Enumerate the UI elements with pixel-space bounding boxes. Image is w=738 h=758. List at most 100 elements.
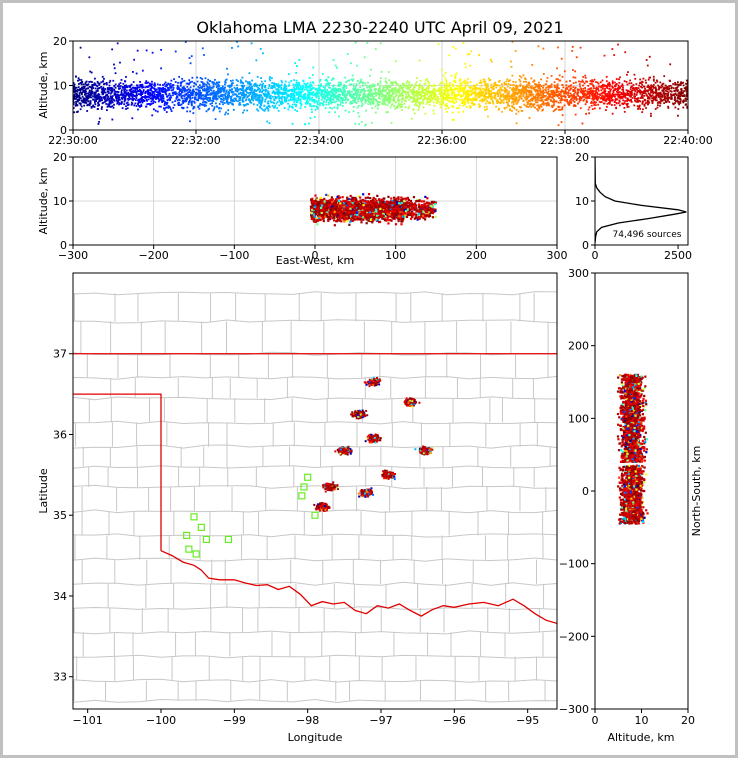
source-point bbox=[638, 104, 641, 107]
source-point bbox=[388, 79, 391, 82]
source-point bbox=[419, 98, 421, 100]
source-point bbox=[485, 96, 488, 98]
source-point bbox=[590, 100, 593, 103]
source-point bbox=[637, 97, 639, 100]
source-point bbox=[391, 93, 394, 96]
source-point bbox=[560, 95, 563, 98]
source-point bbox=[198, 87, 201, 89]
source-point bbox=[205, 96, 208, 98]
source-point bbox=[136, 86, 139, 89]
source-point bbox=[306, 97, 309, 100]
source-point bbox=[151, 83, 153, 86]
source-point bbox=[494, 93, 497, 96]
source-point bbox=[544, 98, 547, 101]
source-point bbox=[326, 89, 329, 91]
source-point bbox=[191, 93, 194, 96]
source-point bbox=[370, 98, 373, 101]
source-point bbox=[411, 100, 413, 103]
source-point bbox=[601, 98, 604, 101]
source-point bbox=[445, 108, 447, 110]
source-point bbox=[538, 85, 541, 88]
source-point bbox=[403, 102, 406, 105]
source-point bbox=[334, 88, 337, 91]
source-point bbox=[547, 97, 549, 100]
source-point bbox=[146, 96, 149, 98]
source-point bbox=[439, 103, 442, 106]
source-point bbox=[274, 96, 277, 99]
source-point bbox=[532, 103, 535, 106]
source-point bbox=[261, 84, 264, 86]
source-point bbox=[470, 99, 473, 101]
source-point bbox=[417, 88, 420, 91]
source-point bbox=[564, 87, 567, 90]
source-point bbox=[376, 101, 379, 103]
source-point bbox=[506, 94, 509, 97]
source-point bbox=[114, 83, 117, 86]
source-point bbox=[621, 88, 624, 91]
source-point bbox=[682, 81, 685, 84]
source-point bbox=[285, 85, 287, 88]
source-point bbox=[228, 85, 231, 88]
source-point bbox=[523, 103, 526, 106]
source-point bbox=[639, 81, 642, 84]
source-point bbox=[589, 82, 592, 85]
source-point bbox=[572, 99, 575, 102]
source-point bbox=[409, 89, 412, 92]
source-point bbox=[435, 101, 438, 104]
source-point bbox=[609, 90, 612, 92]
source-point bbox=[496, 84, 499, 87]
source-point bbox=[498, 89, 501, 91]
source-point bbox=[552, 104, 555, 107]
source-point bbox=[209, 88, 212, 91]
source-point bbox=[316, 106, 319, 109]
source-point bbox=[539, 88, 542, 91]
source-point bbox=[216, 93, 219, 95]
source-point bbox=[357, 111, 360, 114]
source-point bbox=[474, 94, 477, 97]
source-point bbox=[228, 92, 231, 95]
source-point bbox=[636, 88, 638, 91]
source-point bbox=[100, 86, 102, 88]
source-point bbox=[517, 91, 520, 94]
source-point bbox=[410, 90, 413, 93]
source-point bbox=[87, 96, 90, 99]
source-point bbox=[170, 79, 173, 82]
source-point bbox=[478, 93, 480, 96]
source-point bbox=[457, 107, 460, 109]
source-point bbox=[269, 79, 272, 82]
source-point bbox=[561, 114, 564, 117]
source-point bbox=[457, 111, 460, 114]
source-point bbox=[87, 92, 90, 95]
source-point bbox=[576, 102, 579, 105]
source-point bbox=[497, 89, 500, 92]
source-point bbox=[481, 98, 484, 100]
source-point bbox=[80, 99, 83, 102]
source-point bbox=[264, 80, 267, 83]
source-point bbox=[442, 100, 444, 103]
source-point bbox=[510, 101, 513, 104]
source-point bbox=[588, 90, 591, 93]
source-point bbox=[524, 90, 526, 93]
source-point bbox=[140, 104, 143, 106]
source-point bbox=[126, 92, 129, 95]
source-point bbox=[623, 110, 626, 113]
source-point bbox=[534, 89, 537, 92]
source-point bbox=[511, 41, 514, 43]
source-point bbox=[127, 103, 130, 106]
source-point bbox=[421, 95, 424, 98]
source-point bbox=[222, 103, 224, 106]
source-point bbox=[501, 85, 504, 88]
source-point bbox=[402, 83, 405, 86]
source-point bbox=[581, 79, 584, 82]
source-point bbox=[154, 101, 157, 104]
source-point bbox=[464, 86, 467, 89]
source-point bbox=[512, 80, 515, 83]
source-point bbox=[97, 102, 100, 104]
source-point bbox=[229, 89, 232, 92]
source-point bbox=[638, 84, 641, 87]
source-point bbox=[372, 99, 375, 102]
source-point bbox=[494, 83, 496, 86]
source-point bbox=[598, 93, 601, 96]
source-point bbox=[348, 83, 351, 86]
source-point bbox=[594, 90, 597, 93]
